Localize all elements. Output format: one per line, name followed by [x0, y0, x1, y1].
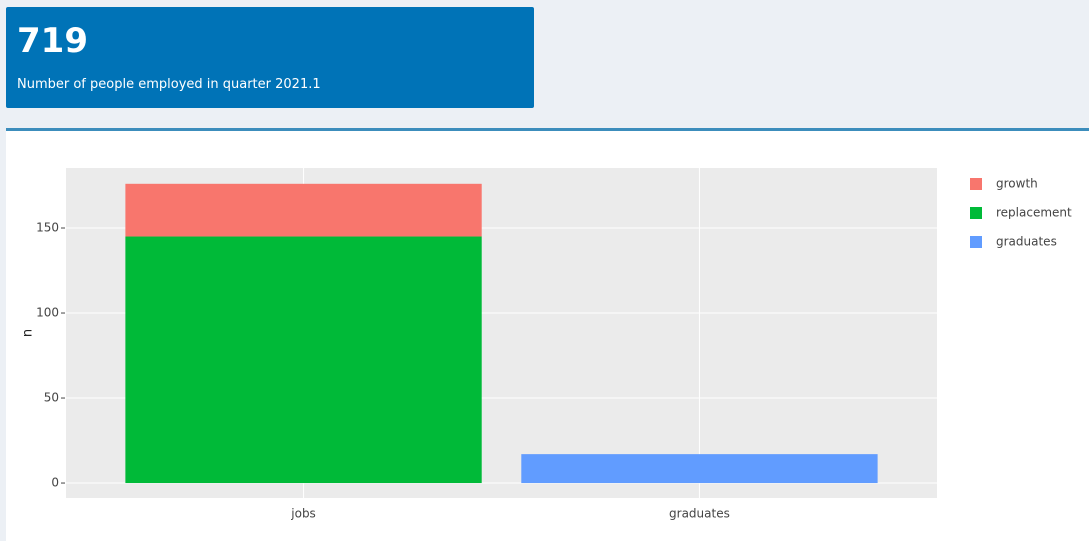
value-box-subtitle: Number of people employed in quarter 202… [17, 77, 321, 92]
legend-swatch [970, 178, 982, 190]
legend-label: replacement [996, 206, 1072, 220]
bar [125, 183, 482, 237]
x-tick-label: graduates [669, 507, 730, 521]
x-tick-label: jobs [290, 507, 316, 521]
value-box-value: 719 [17, 21, 88, 61]
bar [521, 454, 878, 484]
y-tick-label: 50 [44, 391, 59, 405]
y-tick-label: 100 [36, 306, 59, 320]
legend-swatch [970, 236, 982, 248]
y-tick-label: 150 [36, 221, 59, 235]
y-axis-label: n [21, 329, 36, 337]
legend-swatch [970, 207, 982, 219]
bar [125, 236, 482, 484]
value-box: 719 Number of people employed in quarter… [6, 7, 534, 108]
y-tick-label: 0 [51, 476, 59, 490]
legend-label: growth [996, 177, 1038, 191]
legend-label: graduates [996, 235, 1057, 249]
